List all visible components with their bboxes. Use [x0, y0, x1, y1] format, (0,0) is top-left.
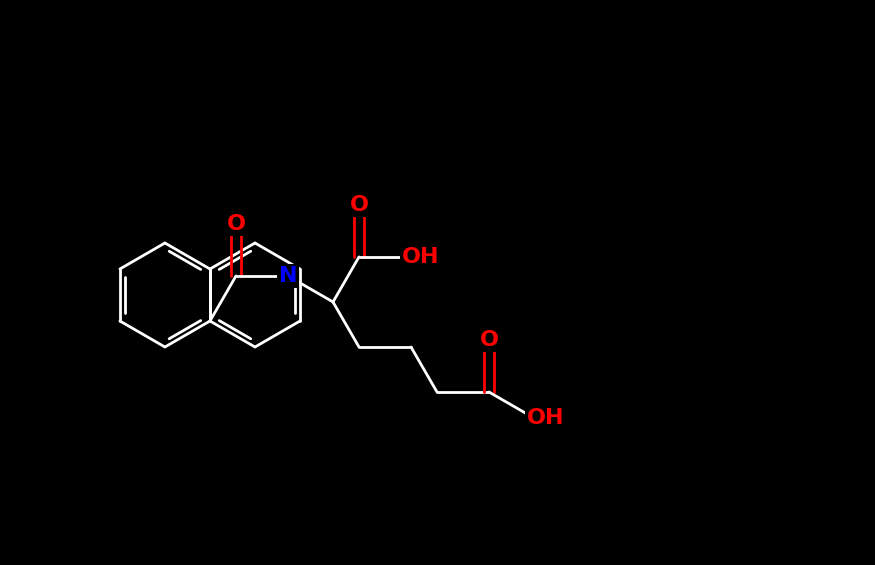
Text: OH: OH [402, 247, 440, 267]
Text: OH: OH [528, 408, 564, 428]
Text: N: N [279, 266, 298, 286]
Text: O: O [349, 195, 368, 215]
Text: O: O [480, 330, 499, 350]
Text: O: O [227, 214, 246, 234]
